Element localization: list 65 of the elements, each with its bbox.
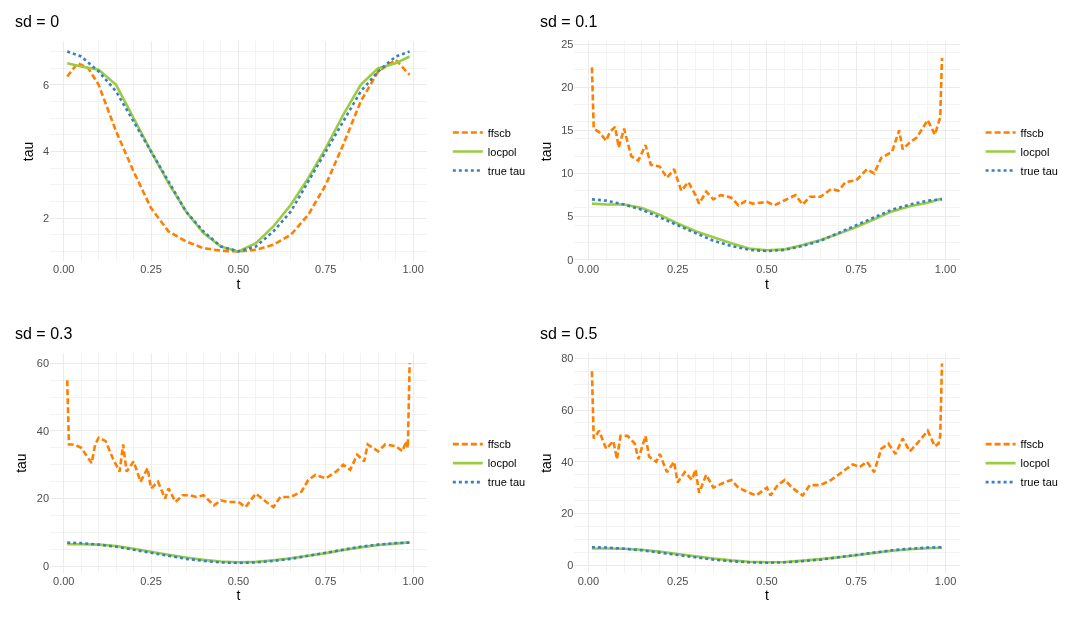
legend-label: locpol bbox=[1020, 145, 1050, 158]
y-axis-title: tau bbox=[13, 453, 30, 473]
x-tick-label: 0.25 bbox=[140, 263, 162, 276]
x-tick-label: 0.00 bbox=[53, 575, 75, 588]
line-series bbox=[65, 361, 411, 509]
y-tick-label: 20 bbox=[561, 81, 574, 94]
chart-title: sd = 0 bbox=[15, 13, 60, 30]
legend-label: ffscb bbox=[1020, 126, 1044, 139]
x-tick-label: 0.25 bbox=[140, 575, 162, 588]
x-tick-label: 1.00 bbox=[402, 263, 424, 276]
y-tick-label: 6 bbox=[42, 78, 50, 91]
legend-label: ffscb bbox=[1020, 438, 1044, 451]
x-tick-label: 0.50 bbox=[756, 263, 778, 276]
chart-title: sd = 0.5 bbox=[540, 325, 598, 342]
legend-label: true tau bbox=[1020, 476, 1058, 489]
y-axis-title: tau bbox=[19, 141, 36, 162]
y-tick-label: 0 bbox=[567, 559, 574, 572]
y-tick-label: 4 bbox=[42, 145, 50, 158]
x-axis-title: t bbox=[765, 275, 770, 292]
x-tick-label: 0.50 bbox=[227, 263, 250, 276]
y-tick-label: 0 bbox=[42, 560, 50, 573]
x-tick-label: 0.75 bbox=[845, 263, 867, 276]
x-tick-label: 1.00 bbox=[934, 575, 957, 588]
x-tick-label: 0.75 bbox=[315, 575, 337, 588]
legend-label: locpol bbox=[487, 145, 517, 158]
x-tick-label: 1.00 bbox=[402, 575, 424, 588]
legend-label: locpol bbox=[1020, 457, 1050, 470]
y-tick-label: 15 bbox=[561, 124, 574, 137]
y-tick-label: 40 bbox=[561, 455, 574, 468]
x-tick-label: 0.75 bbox=[845, 575, 867, 588]
y-tick-label: 25 bbox=[561, 37, 574, 50]
y-tick-label: 80 bbox=[561, 352, 574, 365]
x-tick-label: 1.00 bbox=[934, 263, 957, 276]
y-tick-label: 40 bbox=[36, 424, 50, 437]
y-tick-label: 60 bbox=[561, 403, 574, 416]
x-tick-label: 0.00 bbox=[577, 263, 600, 276]
x-tick-label: 0.25 bbox=[666, 263, 689, 276]
legend-label: true tau bbox=[487, 164, 526, 177]
y-tick-label: 2 bbox=[42, 211, 50, 224]
x-axis-title: t bbox=[236, 275, 241, 292]
chart-title: sd = 0.3 bbox=[15, 325, 73, 342]
y-tick-label: 20 bbox=[36, 492, 50, 505]
y-tick-label: 5 bbox=[567, 210, 574, 223]
line-series bbox=[590, 362, 944, 497]
x-axis-title: t bbox=[236, 587, 241, 604]
x-tick-label: 0.50 bbox=[227, 575, 250, 588]
x-tick-label: 0.00 bbox=[53, 263, 75, 276]
legend-label: locpol bbox=[487, 457, 517, 470]
y-tick-label: 60 bbox=[36, 357, 50, 370]
y-axis-title: tau bbox=[537, 453, 554, 473]
y-axis-title: tau bbox=[537, 141, 554, 162]
legend-label: true tau bbox=[487, 476, 526, 489]
x-tick-label: 0.25 bbox=[666, 575, 689, 588]
legend-label: true tau bbox=[1020, 164, 1058, 177]
x-axis-title: t bbox=[765, 587, 770, 604]
legend-label: ffscb bbox=[487, 126, 511, 139]
x-tick-label: 0.75 bbox=[315, 263, 337, 276]
x-tick-label: 0.00 bbox=[577, 575, 600, 588]
line-series bbox=[590, 56, 944, 207]
chart-title: sd = 0.1 bbox=[540, 13, 598, 30]
y-tick-label: 10 bbox=[561, 167, 574, 180]
y-tick-label: 20 bbox=[561, 507, 574, 520]
legend-label: ffscb bbox=[487, 438, 511, 451]
y-tick-label: 0 bbox=[567, 253, 574, 266]
x-tick-label: 0.50 bbox=[756, 575, 778, 588]
